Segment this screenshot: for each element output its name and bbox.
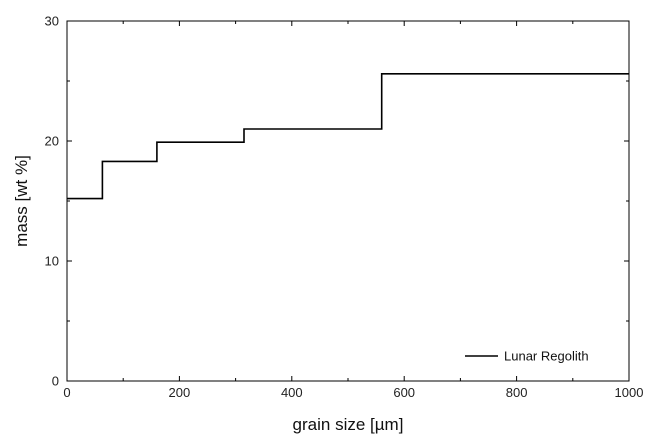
legend-label-lunar-regolith: Lunar Regolith: [504, 349, 589, 364]
x-tick-label-400: 400: [281, 385, 303, 400]
legend: Lunar Regolith: [465, 349, 589, 364]
y-tick-label-10: 10: [45, 254, 59, 269]
x-tick-label-1000: 1000: [615, 385, 644, 400]
y-axis-ticks: 0 10 20 30: [45, 14, 629, 389]
x-axis-ticks: 0 200 400 600 800 1000: [63, 21, 643, 400]
y-tick-label-30: 30: [45, 14, 59, 29]
series-layer: [67, 73, 629, 200]
x-tick-label-0: 0: [63, 385, 70, 400]
y-tick-label-0: 0: [52, 374, 59, 389]
plot-frame: [66, 20, 630, 382]
y-tick-label-20: 20: [45, 134, 59, 149]
x-tick-label-200: 200: [169, 385, 191, 400]
x-tick-label-600: 600: [393, 385, 415, 400]
series-line-lunar-regolith: [67, 73, 629, 200]
x-axis-label: grain size [µm]: [293, 415, 404, 434]
x-tick-label-800: 800: [506, 385, 528, 400]
y-axis-label: mass [wt %]: [12, 155, 31, 247]
